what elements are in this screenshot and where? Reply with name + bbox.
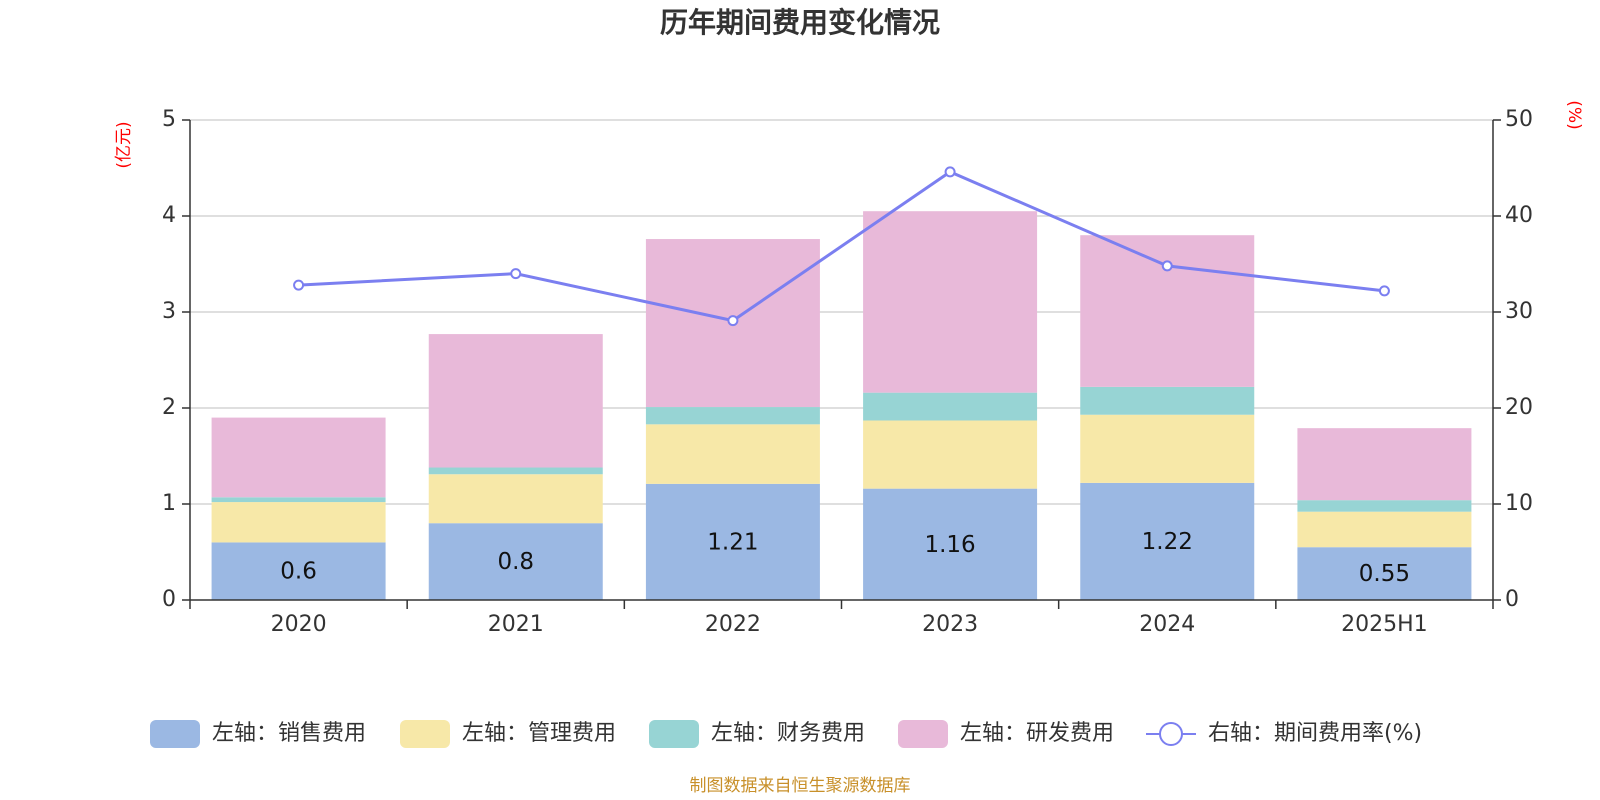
left-tick-label: 0 [162, 587, 176, 612]
rate-point [1378, 285, 1390, 297]
bar-value-label: 0.8 [497, 549, 534, 575]
bar-segment [863, 420, 1038, 489]
bar-segment [1080, 235, 1255, 387]
x-tick-label: 2024 [1139, 612, 1195, 637]
x-tick-label: 2023 [922, 612, 978, 637]
legend-label: 右轴：期间费用率(%) [1208, 721, 1422, 746]
x-tick-label: 2025H1 [1341, 612, 1428, 637]
bar-segment [863, 211, 1038, 393]
chart-title: 历年期间费用变化情况 [660, 6, 940, 39]
left-axis-unit: (亿元) [114, 121, 134, 168]
bar-labels: 0.6 0.8 1.21 1.16 1.22 0.55 [280, 529, 1410, 587]
x-tick-label: 2022 [705, 612, 761, 637]
source-note: 制图数据来自恒生聚源数据库 [690, 776, 911, 796]
right-tick-label: 30 [1505, 299, 1533, 324]
bar-segment [211, 542, 386, 600]
x-tick-label: 2020 [271, 612, 327, 637]
bar-segment [1080, 414, 1255, 483]
rate-line-path [298, 170, 1385, 323]
bar-segment [863, 392, 1038, 421]
legend-label: 左轴：销售费用 [212, 721, 366, 746]
right-tick-label: 20 [1505, 395, 1533, 420]
bar-segment [645, 424, 820, 484]
rate-point [293, 279, 305, 291]
bar-segment [1297, 547, 1472, 600]
legend-label: 左轴：财务费用 [711, 721, 865, 746]
rate-point [727, 315, 739, 327]
bar-segment [645, 483, 820, 600]
right-tick-label: 50 [1505, 107, 1533, 132]
left-tick-label: 4 [162, 203, 176, 228]
bar-segment [1297, 500, 1472, 512]
legend-swatch [400, 720, 450, 748]
right-tick-label: 0 [1505, 587, 1519, 612]
legend-circle-marker [1159, 722, 1183, 746]
legend: 左轴：销售费用 左轴：管理费用 左轴：财务费用 左轴：研发费用 右轴：期间费用率(%) [150, 720, 1422, 748]
legend-label: 左轴：研发费用 [960, 721, 1114, 746]
bar-value-label: 0.6 [280, 559, 317, 585]
legend-swatch [898, 720, 948, 748]
x-tick-label: 2021 [488, 612, 544, 637]
bar-value-label: 1.22 [1142, 529, 1193, 555]
bar-segment [211, 417, 386, 498]
bar-segment [428, 334, 603, 468]
left-tick-label: 1 [162, 491, 176, 516]
left-tick-label: 5 [162, 107, 176, 132]
left-tick-label: 2 [162, 395, 176, 420]
rate-point [944, 166, 956, 178]
bar-segment [1080, 482, 1255, 600]
right-tick-label: 10 [1505, 491, 1533, 516]
bar-segment [428, 467, 603, 475]
bar-segment [863, 488, 1038, 600]
bar-segment [1297, 428, 1472, 501]
legend-label: 左轴：管理费用 [462, 721, 616, 746]
bar-segment [211, 497, 386, 503]
rate-line [293, 166, 1390, 327]
bar-value-label: 0.55 [1359, 561, 1410, 587]
bar-segment [1080, 386, 1255, 415]
bar-value-label: 1.16 [924, 532, 975, 558]
right-tick-label: 40 [1505, 203, 1533, 228]
bar-segment [428, 523, 603, 600]
legend-swatch [649, 720, 699, 748]
rate-point [510, 268, 522, 280]
rate-point [1161, 260, 1173, 272]
bar-segment [645, 407, 820, 425]
left-tick-label: 3 [162, 299, 176, 324]
bar-segment [1297, 511, 1472, 548]
right-axis-unit: (%) [1564, 100, 1584, 129]
bar-segment [428, 474, 603, 524]
gridlines [190, 119, 1493, 505]
bars [211, 211, 1472, 600]
legend-swatch [150, 720, 200, 748]
bar-value-label: 1.21 [707, 529, 758, 555]
bar-segment [211, 502, 386, 543]
